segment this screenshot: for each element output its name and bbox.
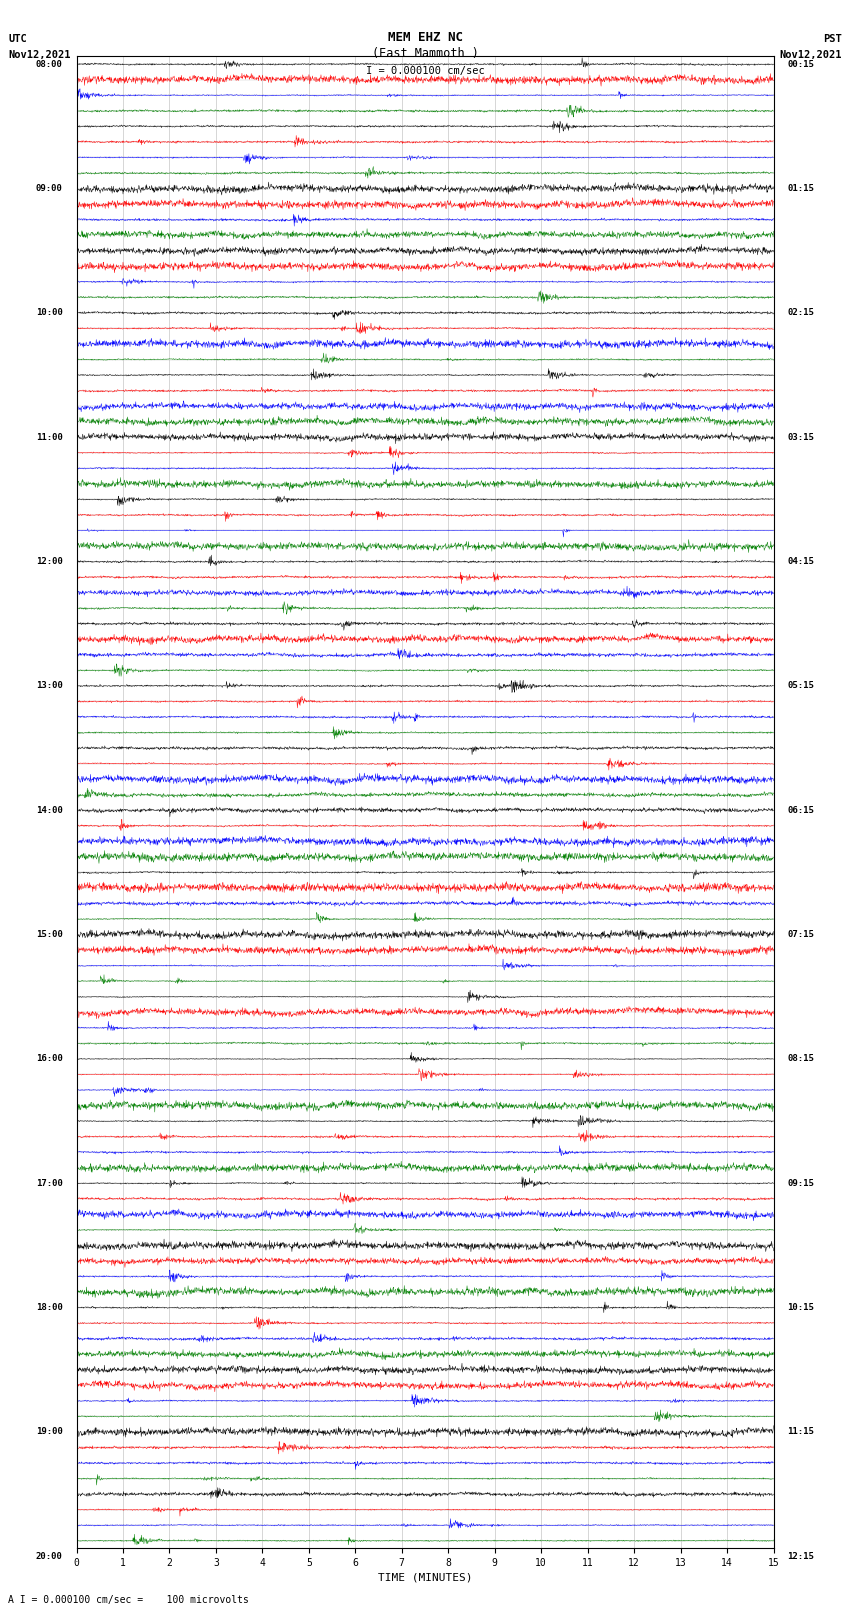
Text: 12:00: 12:00 <box>36 556 63 566</box>
Text: 18:00: 18:00 <box>36 1303 63 1311</box>
Text: 08:15: 08:15 <box>787 1055 814 1063</box>
Text: 11:00: 11:00 <box>36 432 63 442</box>
Text: PST: PST <box>823 34 842 44</box>
Text: 11:15: 11:15 <box>787 1428 814 1437</box>
Text: Nov12,2021: Nov12,2021 <box>779 50 842 60</box>
Text: 06:15: 06:15 <box>787 806 814 815</box>
Text: I = 0.000100 cm/sec: I = 0.000100 cm/sec <box>366 66 484 76</box>
Text: MEM EHZ NC: MEM EHZ NC <box>388 31 462 44</box>
Text: 19:00: 19:00 <box>36 1428 63 1437</box>
Text: 01:15: 01:15 <box>787 184 814 194</box>
Text: 07:15: 07:15 <box>787 931 814 939</box>
Text: 12:15: 12:15 <box>787 1552 814 1561</box>
Text: 03:15: 03:15 <box>787 432 814 442</box>
Text: 10:15: 10:15 <box>787 1303 814 1311</box>
X-axis label: TIME (MINUTES): TIME (MINUTES) <box>377 1573 473 1582</box>
Text: (East Mammoth ): (East Mammoth ) <box>371 47 479 60</box>
Text: 04:15: 04:15 <box>787 556 814 566</box>
Text: 20:00: 20:00 <box>36 1552 63 1561</box>
Text: A I = 0.000100 cm/sec =    100 microvolts: A I = 0.000100 cm/sec = 100 microvolts <box>8 1595 249 1605</box>
Text: Nov12,2021: Nov12,2021 <box>8 50 71 60</box>
Text: 09:15: 09:15 <box>787 1179 814 1187</box>
Text: 17:00: 17:00 <box>36 1179 63 1187</box>
Text: UTC: UTC <box>8 34 27 44</box>
Text: 05:15: 05:15 <box>787 681 814 690</box>
Text: 09:00: 09:00 <box>36 184 63 194</box>
Text: 13:00: 13:00 <box>36 681 63 690</box>
Text: 14:00: 14:00 <box>36 806 63 815</box>
Text: 02:15: 02:15 <box>787 308 814 318</box>
Text: 00:15: 00:15 <box>787 60 814 69</box>
Text: 16:00: 16:00 <box>36 1055 63 1063</box>
Text: 08:00: 08:00 <box>36 60 63 69</box>
Text: 15:00: 15:00 <box>36 931 63 939</box>
Text: 10:00: 10:00 <box>36 308 63 318</box>
